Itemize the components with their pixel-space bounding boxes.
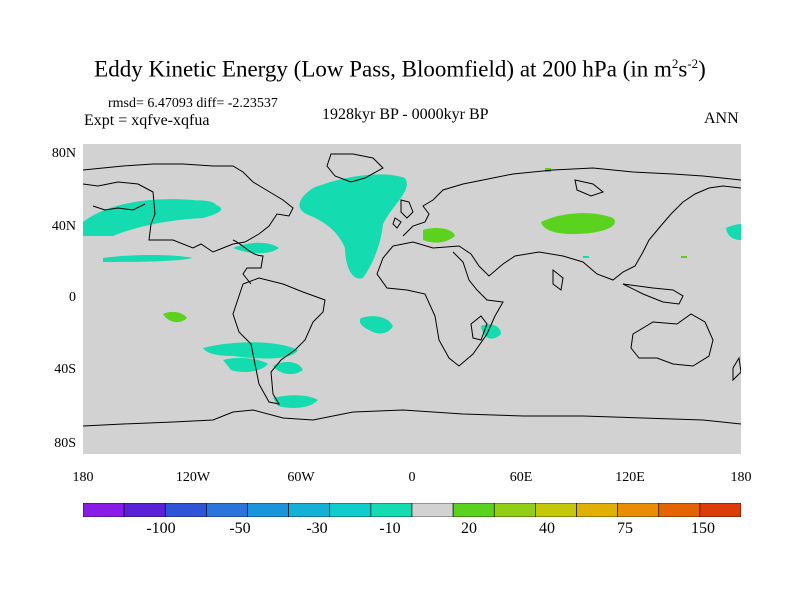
negative-anomaly-regions — [83, 174, 741, 408]
colorbar-swatch — [123, 503, 166, 517]
lon-label-120e: 120E — [615, 470, 645, 485]
colorbar-swatch — [699, 503, 741, 517]
lon-label-180w: 180 — [72, 470, 94, 485]
lat-label-80s: 80S — [54, 436, 76, 451]
colorbar-swatch — [247, 503, 289, 517]
season-label: ANN — [704, 110, 739, 127]
colorbar-label: -50 — [229, 520, 251, 537]
colorbar-label: 150 — [691, 520, 715, 537]
colorbar-swatch — [370, 503, 413, 517]
colorbar-swatch — [658, 503, 701, 517]
colorbar-swatch — [493, 503, 536, 517]
colorbar-label: 40 — [539, 520, 555, 537]
colorbar-label: 75 — [617, 520, 633, 537]
lon-label-60e: 60E — [509, 470, 533, 485]
coastlines — [83, 153, 741, 427]
lat-label-40n: 40N — [51, 219, 76, 234]
stats-text: rmsd= 6.47093 diff= -2.23537 — [108, 96, 278, 111]
period-label: 1928kyr BP - 0000kyr BP — [322, 106, 489, 123]
colorbar-swatch — [411, 503, 454, 517]
colorbar-swatch — [576, 503, 618, 517]
lat-label-40s: 40S — [54, 362, 76, 377]
lon-label-60w: 60W — [287, 470, 315, 485]
map-title: Eddy Kinetic Energy (Low Pass, Bloomfiel… — [94, 56, 706, 82]
colorbar-label: -100 — [146, 520, 176, 537]
colorbar-swatch — [535, 503, 577, 517]
colorbar-swatch — [206, 503, 248, 517]
lat-label-80n: 80N — [51, 146, 76, 161]
colorbar-swatch — [617, 503, 660, 517]
experiment-label: Expt = xqfve-xqfua — [84, 112, 210, 129]
colorbar-label: -10 — [379, 520, 401, 537]
colorbar-swatch — [329, 503, 372, 517]
colorbar — [83, 503, 741, 517]
lon-label-180e: 180 — [730, 470, 752, 485]
colorbar-label: -30 — [306, 520, 328, 537]
colorbar-swatch — [288, 503, 331, 517]
positive-anomaly-regions — [163, 168, 687, 323]
map-background — [83, 144, 741, 454]
colorbar-label: 20 — [461, 520, 477, 537]
world-map — [83, 144, 741, 454]
lon-label-120w: 120W — [175, 470, 211, 485]
colorbar-swatch — [164, 503, 207, 517]
lat-label-0: 0 — [69, 290, 76, 305]
colorbar-swatch — [83, 503, 125, 517]
colorbar-swatch — [452, 503, 495, 517]
lon-label-0: 0 — [408, 470, 416, 485]
